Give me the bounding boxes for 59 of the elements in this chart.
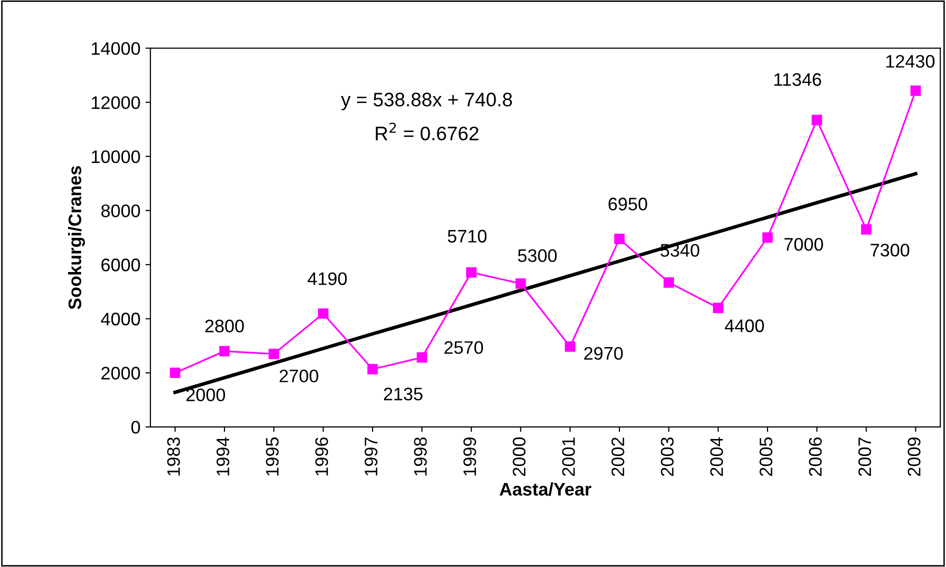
x-tick-label: 2007 [858, 438, 872, 476]
x-tick-label: 1997 [364, 438, 378, 476]
x-axis-title: Aasta/Year [500, 482, 592, 496]
x-tick-label: 1998 [414, 437, 427, 476]
x-tick-label: 2001 [562, 438, 575, 476]
data-label: 5710 [448, 230, 487, 243]
y-tick-label: 12000 [92, 96, 140, 110]
point [170, 368, 180, 378]
x-tick-label: 2003 [660, 437, 674, 476]
x-tick-label: 2006 [808, 437, 822, 476]
point [762, 232, 773, 243]
point [268, 348, 280, 360]
point [367, 364, 378, 374]
data-label: 2800 [205, 320, 244, 332]
point [466, 267, 477, 278]
x-tick-label: 2009 [908, 438, 920, 476]
data-label: 12430 [886, 54, 934, 68]
data-label: 5300 [518, 249, 557, 262]
data-label: 11346 [774, 73, 822, 86]
y-axis-title: Sookurgi/Cranes [68, 166, 85, 310]
point [318, 308, 328, 319]
point [712, 302, 724, 314]
y-tick-label: 8000 [101, 204, 140, 218]
data-label: 4400 [724, 319, 764, 332]
data-label: 2700 [280, 370, 318, 382]
x-tick-label: 2002 [611, 438, 624, 476]
x-tick-label: 1994 [216, 437, 230, 476]
data-label: 6950 [608, 198, 648, 210]
annotation: R$^{2}$ = 0.6762 [376, 122, 478, 140]
y-tick-label: 0 [131, 420, 140, 434]
x-tick-label: 2005 [760, 437, 772, 476]
y-tick-label: 10000 [92, 150, 140, 164]
x-tick-label: 1996 [315, 437, 328, 476]
point [564, 341, 576, 352]
data-label: 2570 [444, 341, 483, 354]
point [614, 234, 625, 244]
annotation: y = 538.88x + 740.8 [340, 92, 512, 110]
x-tick-label: 2000 [512, 437, 526, 476]
data-label: 7000 [784, 238, 824, 251]
x-tick-label: 1995 [266, 437, 279, 476]
point [910, 85, 921, 96]
data-label: 4190 [308, 272, 347, 286]
data-label: 7300 [870, 244, 910, 257]
x-tick-label: 2004 [710, 437, 724, 476]
point [219, 346, 230, 356]
y-tick-label: 4000 [100, 312, 140, 326]
data-label: 2000 [186, 388, 226, 402]
point [812, 114, 822, 126]
data-label: 2135 [384, 388, 422, 400]
point [664, 277, 674, 288]
data-label: 2970 [584, 346, 623, 360]
y-tick-label: 6000 [101, 258, 140, 272]
x-tick-label: 1999 [463, 438, 476, 476]
point [515, 278, 526, 289]
y-tick-label: 14000 [92, 42, 140, 55]
y-tick-label: 2000 [101, 366, 140, 380]
point [416, 352, 428, 363]
point [861, 224, 872, 235]
x-tick-label: 1983 [167, 437, 180, 476]
